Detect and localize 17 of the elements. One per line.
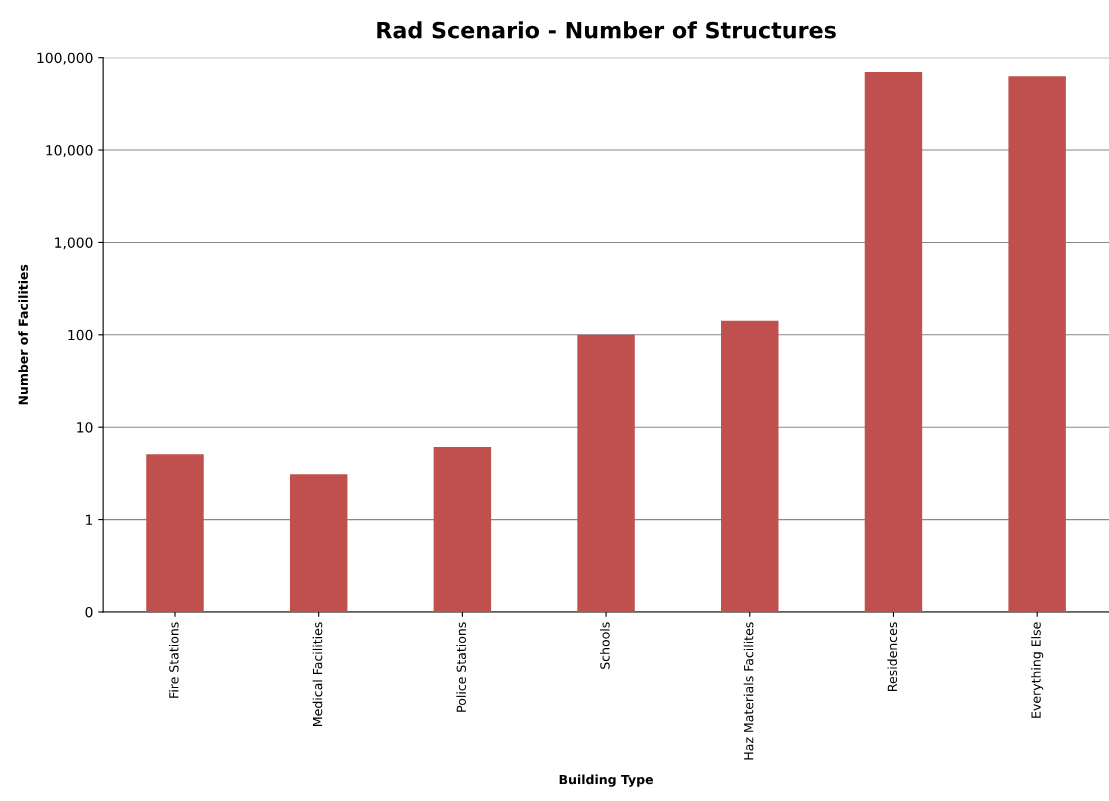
y-tick-label: 1,000: [55, 237, 93, 250]
x-tick-label: Police Stations: [456, 622, 466, 712]
y-tick-label: 10: [77, 422, 93, 433]
y-tick-label: 0: [85, 606, 93, 618]
y-tick-label: 10,000: [46, 145, 93, 157]
x-tick-label: Schools: [600, 622, 610, 669]
x-axis-title: Building Type: [559, 774, 653, 787]
y-tick-label: 100,000: [37, 52, 93, 65]
x-tick-label: Fire Stations: [168, 622, 179, 698]
chart-title: Rad Scenario - Number of Structures: [377, 21, 836, 39]
x-tick-label: Everything Else: [1031, 622, 1044, 718]
y-tick-label: 100: [68, 329, 93, 341]
x-tick-label: Haz Materials Facilites: [743, 622, 754, 760]
x-tick-label: Medical Facilities: [312, 622, 323, 726]
y-axis-title: Number of Facilities: [18, 264, 28, 405]
x-tick-label: Residences: [887, 622, 898, 691]
y-tick-label: 1: [86, 514, 93, 525]
